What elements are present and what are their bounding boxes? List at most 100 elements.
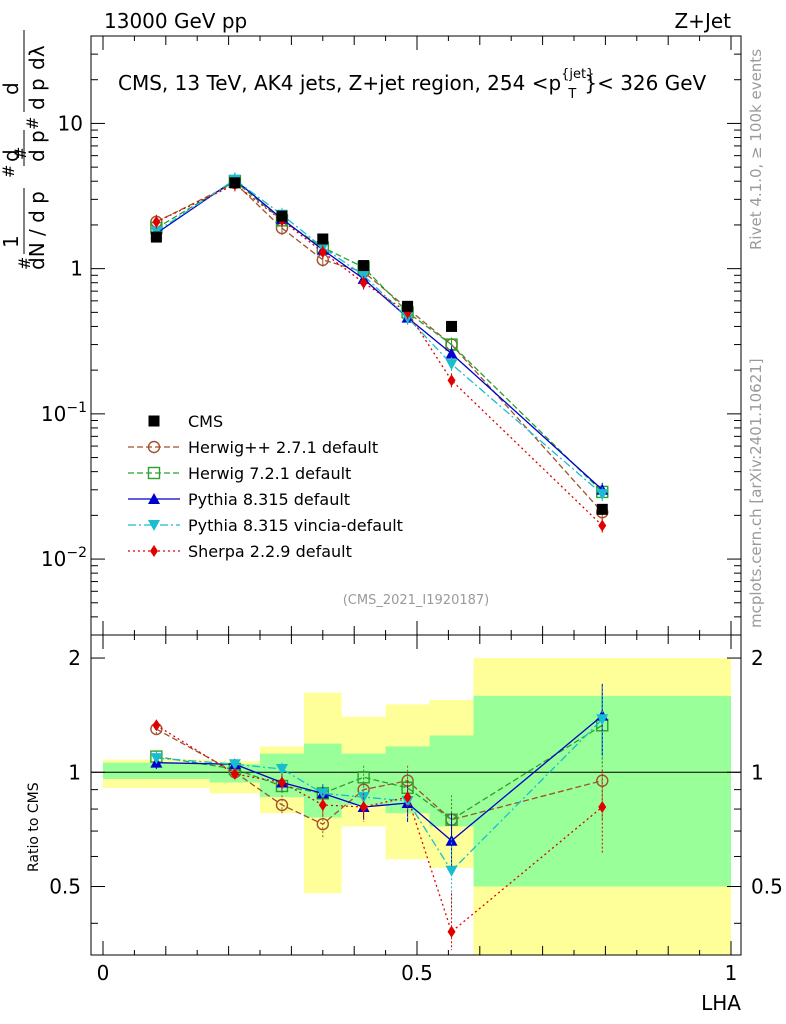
point-cms: [276, 210, 288, 222]
ylabel-main-part-0: #: [15, 257, 34, 270]
ylabel-main-text: #: [11, 147, 30, 160]
legend-label-cms: CMS: [188, 412, 223, 431]
ylabel-main-part-3: #: [0, 165, 18, 178]
ratio-point-herwig7: [357, 771, 370, 784]
legend-label-herwigpp: Herwig++ 2.7.1 default: [188, 438, 378, 457]
series-line-herwig7: [156, 180, 603, 493]
main-ytick-base: 10: [41, 402, 66, 426]
legend-marker-herwig7: [147, 466, 161, 480]
legend-label-vincia: Pythia 8.315 vincia-default: [188, 516, 403, 535]
legend-label-herwig7: Herwig 7.2.1 default: [188, 464, 351, 483]
ratio-line-herwigpp: [156, 728, 603, 825]
point-vincia: [596, 489, 609, 501]
ylabel-main: #: [11, 147, 30, 160]
ratio-line-herwig7: [156, 724, 603, 821]
plot-title-end: }< 326 GeV: [584, 71, 706, 95]
ylabel-main-fraction: #1 dN / d p#d d p#d d pdλ: [0, 30, 49, 270]
mcplots-label: mcplots.cern.ch [arXiv:2401.10621]: [747, 358, 765, 628]
ratio-point-sherpa: [359, 801, 368, 814]
point-pythia: [445, 347, 458, 359]
ratio-ytick-label-right-0: 0.5: [751, 875, 783, 899]
main-ytick-label-0: 10−2: [41, 545, 87, 571]
ratio-point-vincia: [445, 865, 458, 877]
legend-label-pythia: Pythia 8.315 default: [188, 490, 350, 509]
point-cms: [317, 233, 329, 245]
ratio-point-sherpa: [277, 776, 286, 789]
legend-marker-cms: [148, 415, 160, 427]
series-line-pythia: [156, 178, 603, 491]
xtick-label-2: 1: [725, 961, 738, 985]
ratio-series-sherpa: [152, 719, 607, 951]
series-line-herwigpp: [156, 182, 603, 513]
ratio-line-pythia: [156, 715, 603, 842]
ratio-point-herwigpp: [316, 817, 329, 831]
plot-title: CMS, 13 TeV, AK4 jets, Z+jet region, 254…: [118, 67, 707, 102]
main-ytick-label-1: 10−1: [41, 400, 87, 426]
header-left: 13000 GeV pp: [104, 9, 247, 33]
ratio-ytick-label-left-0: 0.5: [49, 875, 81, 899]
ratio-line-vincia: [156, 718, 603, 872]
ylabel-main-part-7: d: [0, 82, 23, 95]
ylabel-ratio: Ratio to CMS: [26, 782, 42, 872]
ylabel-main-part-5: d p: [25, 130, 49, 162]
ratio-point-herwigpp: [275, 798, 289, 812]
main-ytick-base: 10: [58, 111, 83, 135]
point-cms: [358, 260, 370, 272]
ratio-point-sherpa: [230, 767, 239, 780]
xtick-label-0: 0: [97, 961, 110, 985]
rivet-label: Rivet 4.1.0, ≥ 100k events: [747, 49, 765, 250]
ratio-point-sherpa: [403, 791, 412, 804]
point-cms: [446, 320, 458, 332]
band-inner-0: [103, 762, 210, 780]
ratio-ytick-label-left-1: 1: [68, 760, 81, 784]
ratio-point-vincia: [596, 714, 609, 726]
ratio-point-sherpa: [318, 798, 327, 811]
legend-marker-pythia: [148, 493, 160, 504]
legend-marker-vincia: [148, 520, 160, 531]
point-cms: [402, 300, 414, 312]
header-right: Z+Jet: [674, 9, 731, 33]
ratio-point-vincia: [228, 759, 241, 771]
point-sherpa: [598, 519, 607, 532]
series-line-sherpa: [156, 183, 603, 527]
ratio-panel: 0.5 0.5 1 1 2 2 0 0.5 1: [49, 634, 783, 985]
ylabel-main-part-9: dλ: [25, 45, 49, 70]
legend: CMS Herwig++ 2.7.1 default Herwig 7.2.1 de…: [128, 412, 403, 561]
series-cms: [150, 177, 608, 515]
point-sherpa: [318, 246, 327, 259]
ratio-ytick-label-right-1: 1: [751, 760, 764, 784]
main-ytick-label-2: 1: [70, 257, 83, 281]
point-sherpa: [447, 374, 456, 387]
ylabel-main-part-2: dN / d p: [25, 191, 49, 270]
analysis-id: (CMS_2021_I1920187): [343, 593, 490, 608]
series-sherpa: [152, 177, 607, 533]
main-ytick-label-3: 10: [58, 111, 83, 135]
point-vincia: [445, 359, 458, 371]
ylabel-main-part-4: d: [0, 149, 23, 162]
point-cms: [596, 503, 608, 515]
ylabel-main-part-6: #: [23, 117, 42, 130]
ratio-frame: [90, 634, 742, 956]
ratio-point-sherpa: [152, 719, 161, 732]
point-sherpa: [359, 276, 368, 289]
ylabel-main-part-8: d p: [25, 78, 49, 110]
ratio-ytick-label-left-2: 2: [68, 646, 81, 670]
ratio-point-vincia: [275, 764, 288, 776]
main-ytick-base: 1: [70, 257, 83, 281]
series-line-vincia: [156, 178, 603, 495]
ratio-point-vincia: [150, 753, 163, 765]
plot-title-sup: {jet}: [561, 67, 594, 82]
xlabel: LHA: [701, 991, 741, 1015]
point-cms: [229, 177, 241, 189]
ratio-point-sherpa: [447, 925, 456, 938]
point-cms: [150, 231, 162, 243]
main-ytick-exp: −2: [66, 545, 87, 561]
legend-marker-sherpa: [150, 545, 158, 557]
xtick-label-1: 0.5: [401, 961, 433, 985]
ratio-line-sherpa: [156, 724, 603, 933]
ratio-point-sherpa: [598, 801, 607, 814]
ratio-ytick-label-right-2: 2: [751, 646, 764, 670]
point-sherpa: [152, 215, 161, 228]
